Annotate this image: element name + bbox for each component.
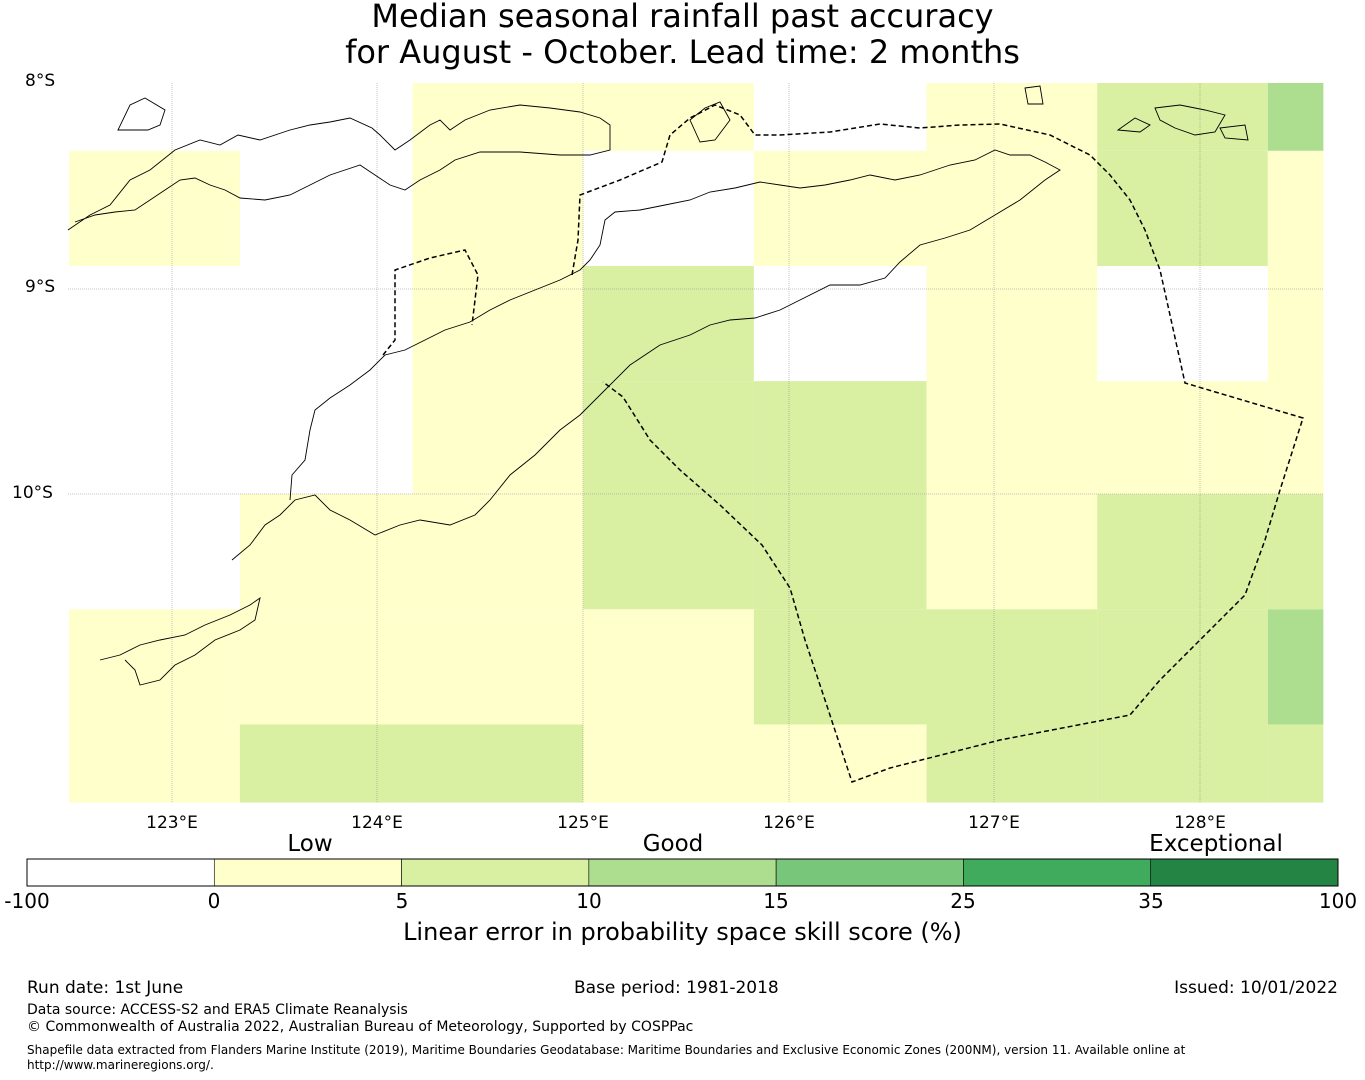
colorbar-tick: 10	[576, 889, 602, 913]
skill-cell	[412, 265, 584, 382]
skill-cell	[753, 381, 927, 495]
skill-cell	[926, 609, 1098, 725]
skill-cell	[69, 150, 240, 266]
lon-label-128e: 128°E	[1174, 813, 1226, 833]
coastline-small-island-2	[1024, 85, 1044, 105]
skill-cell	[926, 381, 1098, 495]
lon-label-126e: 126°E	[763, 813, 815, 833]
lat-label-9s: 9°S	[25, 277, 56, 297]
skill-cell	[1097, 150, 1268, 266]
coastline-timor	[231, 149, 1061, 561]
skill-cell	[412, 724, 584, 803]
colorbar-outline	[26, 858, 1339, 887]
coastlines	[67, 85, 1249, 686]
coastline-wetar	[1116, 104, 1249, 141]
maritime-boundary	[382, 104, 1304, 783]
colorbar-segment	[26, 858, 215, 887]
skill-cell	[753, 494, 927, 610]
colorbar-segment	[775, 858, 964, 887]
skill-cell	[239, 609, 413, 725]
legend-category-exceptional: Exceptional	[1149, 831, 1283, 857]
skill-cell	[583, 381, 754, 495]
maritime-boundary-line-1	[382, 249, 479, 356]
colorbar-tick: 25	[950, 889, 976, 913]
skill-cell	[1097, 381, 1268, 495]
data-source: Data source: ACCESS-S2 and ERA5 Climate …	[27, 1002, 408, 1018]
skill-cell	[926, 150, 1098, 266]
skill-cell	[583, 265, 754, 382]
skill-cell	[412, 381, 584, 495]
lon-label-124e: 124°E	[351, 813, 403, 833]
lat-label-10s: 10°S	[12, 483, 53, 503]
legend-category-good: Good	[642, 831, 704, 857]
colorbar-segment	[1150, 858, 1339, 887]
skill-cell	[753, 609, 927, 725]
skill-cell	[583, 494, 754, 610]
skill-cell	[1097, 494, 1268, 610]
skill-cell	[1267, 609, 1324, 725]
skill-cell	[69, 609, 240, 725]
colorbar-tick: 0	[207, 889, 221, 913]
lat-label-8s: 8°S	[25, 71, 56, 91]
lon-label-127e: 127°E	[968, 813, 1020, 833]
graticule	[68, 83, 1324, 803]
skill-grid-cells	[69, 83, 1324, 803]
issued-date: Issued: 10/01/2022	[1174, 978, 1338, 998]
skill-cell	[753, 150, 927, 266]
skill-cell	[1267, 381, 1324, 495]
skill-cell	[1097, 83, 1268, 151]
skill-cell	[239, 724, 413, 803]
colorbar-segment	[213, 858, 402, 887]
colorbar	[26, 858, 1339, 887]
skill-cell	[1267, 494, 1324, 610]
colorbar-tick: 35	[1138, 889, 1164, 913]
skill-cell	[1097, 609, 1268, 725]
coastline-flores-alor	[67, 104, 611, 231]
base-period: Base period: 1981-2018	[574, 978, 779, 998]
skill-cell	[926, 494, 1098, 610]
skill-cell	[1267, 150, 1324, 266]
skill-cell	[926, 724, 1098, 803]
colorbar-segment	[963, 858, 1152, 887]
colorbar-tick: 5	[395, 889, 409, 913]
skill-cell	[69, 724, 240, 803]
legend-category-low: Low	[287, 831, 333, 857]
skill-cell	[583, 609, 754, 725]
skill-cell	[412, 609, 584, 725]
skill-cell	[1267, 724, 1324, 803]
skill-cell	[412, 83, 584, 151]
skill-cell	[1267, 83, 1324, 151]
coastline-rote	[99, 596, 261, 686]
run-date: Run date: 1st June	[27, 978, 184, 998]
skill-cell	[926, 83, 1098, 151]
lon-label-123e: 123°E	[146, 813, 198, 833]
coastline-atauro	[689, 101, 731, 143]
colorbar-segment	[588, 858, 777, 887]
colorbar-segment	[401, 858, 590, 887]
colorbar-tick: 15	[763, 889, 789, 913]
maritime-boundary-line-2	[571, 104, 1304, 783]
colorbar-tick: -100	[4, 889, 50, 913]
skill-cell	[1267, 265, 1324, 382]
skill-cell	[926, 265, 1098, 382]
map-title-line-1: Median seasonal rainfall past accuracy	[371, 0, 994, 35]
skill-cell	[1097, 724, 1268, 803]
skill-cell	[753, 724, 927, 803]
coastline-small-island-1	[117, 97, 166, 131]
skill-cell	[239, 494, 413, 610]
skill-cell	[583, 724, 754, 803]
lon-label-125e: 125°E	[557, 813, 609, 833]
colorbar-tick: 100	[1318, 889, 1358, 913]
skill-cell	[412, 494, 584, 610]
skill-cell	[412, 150, 584, 266]
copyright: © Commonwealth of Australia 2022, Austra…	[27, 1019, 694, 1035]
colorbar-title: Linear error in probability space skill …	[403, 918, 962, 946]
shapefile-credit: Shapefile data extracted from Flanders M…	[27, 1043, 1186, 1072]
map-title-line-2: for August - October. Lead time: 2 month…	[345, 33, 1020, 71]
